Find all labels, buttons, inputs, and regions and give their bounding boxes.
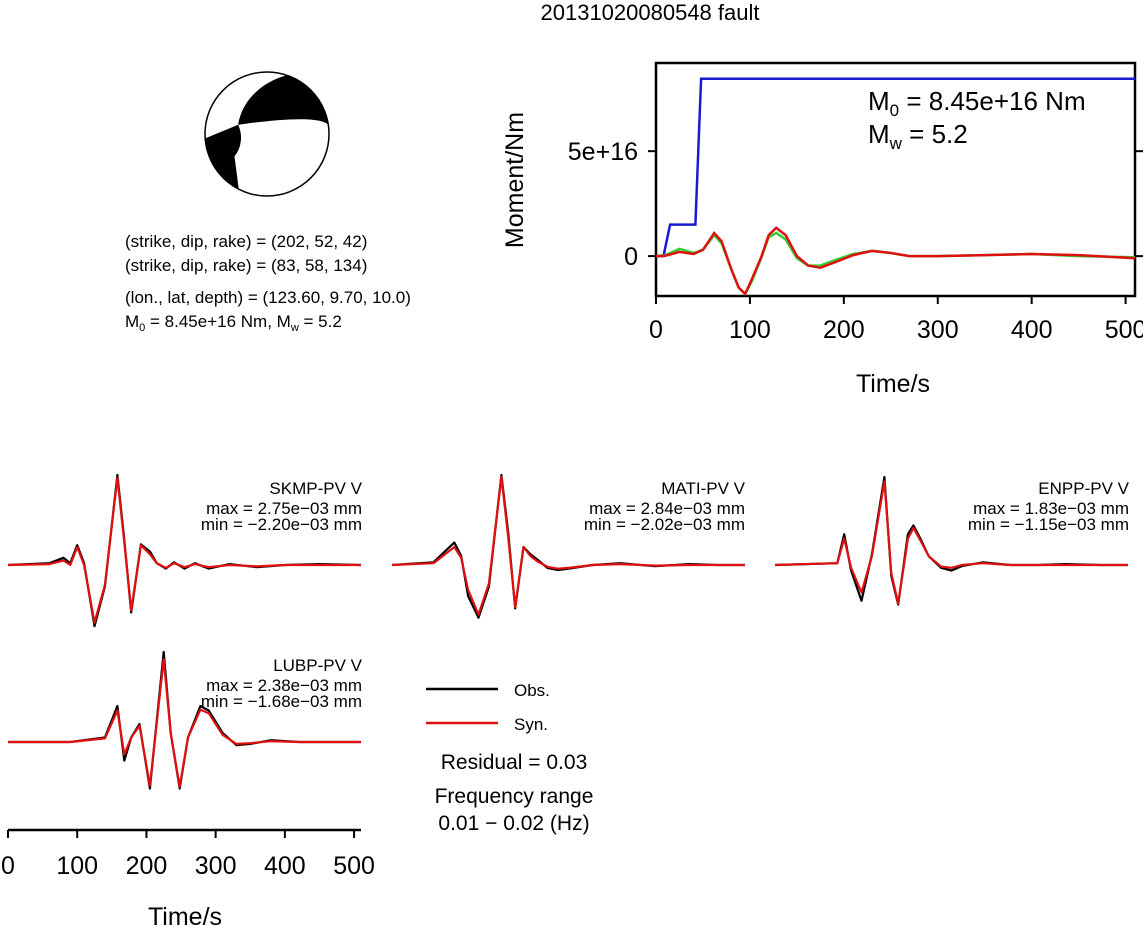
waveform-xlabel: Time/s <box>148 903 222 926</box>
waveform-traces-4 <box>8 650 361 790</box>
moment-magnitude-line: M0 = 8.45e+16 Nm, Mw = 5.2 <box>125 312 342 334</box>
legend-syn-label: Syn. <box>514 715 548 734</box>
waveform-time-axis: 0 100 200 300 400 500 Time/s <box>1 828 375 926</box>
waveform-xtick-label: 100 <box>56 852 98 880</box>
max-amplitude: max = 1.83e−03 mm <box>973 499 1129 518</box>
waveform-panel-lubp: LUBP-PV V max = 2.38e−03 mm min = −1.68e… <box>201 656 363 711</box>
min-amplitude: min = −2.02e−03 mm <box>584 515 745 534</box>
station-label: SKMP-PV V <box>269 479 362 498</box>
figure-title: 20131020080548 fault <box>541 0 760 25</box>
station-label: ENPP-PV V <box>1038 479 1129 498</box>
moment-annotation-mw: Mw = 5.2 <box>868 119 968 153</box>
moment-plot-ticks: 0 100 200 300 400 500 0 5e+16 <box>568 138 1143 344</box>
synthetic-trace <box>774 480 1128 605</box>
moment-xtick-label: 300 <box>917 316 959 344</box>
waveform-panel-mati: MATI-PV V max = 2.84e−03 mm min = −2.02e… <box>584 479 746 534</box>
waveform-xtick-label: 300 <box>195 852 237 880</box>
max-amplitude: max = 2.75e−03 mm <box>206 499 362 518</box>
beachball-ring <box>204 71 330 197</box>
nodal-plane-2: (strike, dip, rake) = (83, 58, 134) <box>125 256 367 275</box>
moment-plot-frame <box>654 61 1137 298</box>
waveform-xtick-label: 500 <box>333 852 375 880</box>
synthetic-trace <box>8 658 361 788</box>
beachball <box>204 71 330 197</box>
moment-xtick-label: 200 <box>823 316 865 344</box>
max-amplitude: max = 2.38e−03 mm <box>206 676 362 695</box>
waveform-xtick-label: 0 <box>1 852 15 880</box>
stf-green-line <box>655 231 1136 296</box>
stf-red-line <box>655 226 1136 297</box>
waveform-traces-3 <box>774 475 1128 606</box>
station-label: LUBP-PV V <box>273 656 362 675</box>
waveform-xtick-label: 400 <box>264 852 306 880</box>
beachball-compression-left <box>205 124 242 189</box>
moment-xtick-label: 0 <box>649 316 663 344</box>
synthetic-trace <box>7 476 361 624</box>
waveform-panels: SKMP-PV V max = 2.75e−03 mm min = −2.20e… <box>7 473 1130 790</box>
nodal-plane-1: (strike, dip, rake) = (202, 52, 42) <box>125 232 367 251</box>
waveform-panel-enpp: ENPP-PV V max = 1.83e−03 mm min = −1.15e… <box>968 479 1130 534</box>
location-depth: (lon., lat, depth) = (123.60, 9.70, 10.0… <box>125 288 411 307</box>
moment-xtick-label: 500 <box>1105 316 1143 344</box>
waveform-xtick-label: 200 <box>126 852 168 880</box>
moment-ytick-label: 5e+16 <box>568 138 638 166</box>
waveform-traces-2 <box>391 473 745 619</box>
min-amplitude: min = −1.15e−03 mm <box>968 515 1129 534</box>
waveform-axis-ticks: 0 100 200 300 400 500 <box>1 830 375 880</box>
moment-xlabel: Time/s <box>856 370 930 398</box>
legend: Obs. Syn. Residual = 0.03 Frequency rang… <box>426 681 593 835</box>
station-label: MATI-PV V <box>661 479 745 498</box>
beachball-compression-right <box>238 75 329 125</box>
moment-ytick-label: 0 <box>624 243 638 271</box>
waveform-traces-1 <box>7 473 362 628</box>
moment-annotation-m0: M0 = 8.45e+16 Nm <box>868 86 1086 120</box>
frequency-range-title: Frequency range <box>435 785 594 808</box>
min-amplitude: min = −1.68e−03 mm <box>201 692 362 711</box>
moment-xtick-label: 400 <box>1011 316 1053 344</box>
synthetic-trace <box>391 475 745 616</box>
max-amplitude: max = 2.84e−03 mm <box>589 499 745 518</box>
min-amplitude: min = −2.20e−03 mm <box>201 515 362 534</box>
residual-text: Residual = 0.03 <box>441 751 588 774</box>
legend-obs-label: Obs. <box>514 681 550 700</box>
moment-plot-lines <box>655 77 1136 297</box>
moment-xtick-label: 100 <box>729 316 771 344</box>
frequency-range-value: 0.01 − 0.02 (Hz) <box>438 812 589 835</box>
moment-ylabel: Moment/Nm <box>501 112 529 248</box>
waveform-panel-skmp: SKMP-PV V max = 2.75e−03 mm min = −2.20e… <box>201 479 363 534</box>
